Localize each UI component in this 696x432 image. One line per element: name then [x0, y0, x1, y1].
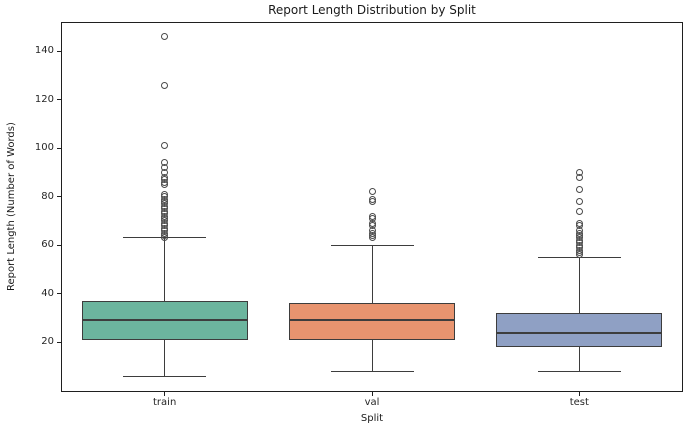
outlier-train	[161, 81, 169, 89]
x-tick-mark	[578, 392, 580, 396]
plot-content	[61, 22, 683, 392]
outlier-val	[368, 212, 376, 220]
box-val	[289, 303, 455, 340]
outlier-test	[575, 219, 583, 227]
whisker-lower-val	[371, 339, 373, 372]
cap-lower-val	[330, 370, 414, 372]
x-tick-mark	[371, 392, 373, 396]
whisker-upper-test	[578, 257, 580, 314]
outlier-train	[161, 33, 169, 41]
cap-lower-train	[123, 375, 207, 377]
outlier-train	[161, 190, 169, 198]
x-axis-label: Split	[360, 413, 384, 424]
x-tick-label: val	[364, 397, 380, 408]
outlier-train	[161, 142, 169, 150]
y-tick-mark	[57, 99, 61, 101]
x-tick-mark	[164, 392, 166, 396]
median-val	[289, 319, 455, 322]
chart-title: Report Length Distribution by Split	[268, 3, 476, 17]
y-tick-mark	[57, 147, 61, 149]
y-tick-label: 80	[41, 190, 54, 202]
outlier-val	[368, 188, 376, 196]
outlier-val	[368, 195, 376, 203]
outlier-test	[575, 198, 583, 206]
y-tick-label: 60	[41, 239, 54, 251]
y-tick-mark	[57, 293, 61, 295]
y-tick-mark	[57, 341, 61, 343]
y-tick-mark	[57, 244, 61, 246]
y-tick-label: 20	[41, 336, 54, 348]
cap-lower-test	[537, 370, 621, 372]
outlier-train	[161, 159, 169, 167]
y-tick-mark	[57, 196, 61, 198]
y-axis-label: Report Length (Number of Words)	[6, 122, 17, 292]
box-test	[496, 313, 663, 348]
median-test	[496, 331, 663, 334]
outlier-test	[575, 168, 583, 176]
outlier-test	[575, 207, 583, 215]
y-tick-label: 140	[34, 45, 54, 57]
whisker-lower-test	[578, 347, 580, 372]
y-tick-mark	[57, 50, 61, 52]
median-train	[81, 319, 248, 322]
y-tick-label: 120	[34, 93, 54, 105]
outlier-test	[575, 185, 583, 193]
cap-upper-val	[330, 244, 414, 246]
y-tick-label: 100	[34, 142, 54, 154]
whisker-lower-train	[164, 339, 166, 377]
whisker-upper-val	[371, 245, 373, 304]
x-tick-label: train	[153, 397, 177, 408]
whisker-upper-train	[164, 237, 166, 301]
y-tick-label: 40	[41, 287, 54, 299]
x-tick-label: test	[569, 397, 589, 408]
